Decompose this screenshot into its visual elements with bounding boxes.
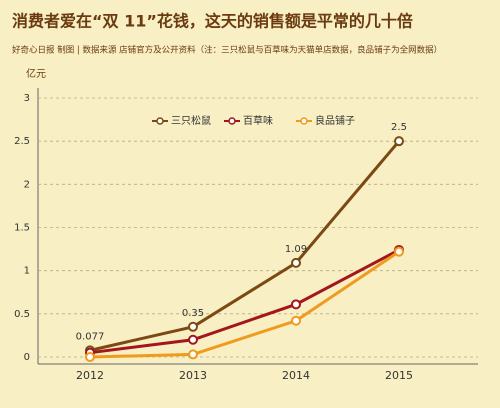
- data-point: [291, 299, 301, 310]
- legend-marker: [228, 117, 236, 125]
- legend-label: 良品铺子: [315, 114, 355, 127]
- series-line: [89, 250, 400, 359]
- x-tick-label: 2013: [179, 369, 207, 382]
- x-tick-label: 2014: [282, 369, 310, 382]
- data-point: [291, 257, 301, 268]
- legend-label: 三只松鼠: [171, 114, 211, 127]
- series-line: [89, 140, 401, 352]
- chart-subtitle: 好奇心日报 制图 | 数据来源 店铺官方及公开资料（注：三只松鼠与百草味为天猫单…: [12, 45, 442, 56]
- x-tick-label: 2012: [76, 369, 104, 382]
- legend-marker: [156, 117, 164, 125]
- data-point: [291, 315, 301, 326]
- data-point: [394, 136, 404, 147]
- series-line: [89, 248, 400, 355]
- data-point: [188, 321, 198, 332]
- data-point: [85, 352, 95, 362]
- legend-marker: [300, 117, 308, 125]
- data-point: [188, 349, 198, 360]
- y-tick-label: 2: [24, 179, 30, 190]
- y-tick-label: 3: [24, 93, 30, 104]
- y-tick-label: 0: [24, 352, 30, 363]
- data-label: 0.35: [182, 308, 204, 319]
- data-label: 2.5: [391, 122, 407, 133]
- y-tick-label: 1.5: [14, 223, 30, 234]
- data-point: [394, 246, 404, 257]
- y-tick-label: 2.5: [14, 136, 30, 147]
- data-point: [188, 334, 198, 345]
- legend-label: 百草味: [243, 115, 273, 127]
- x-tick-label: 2015: [385, 369, 413, 382]
- y-axis-label: 亿元: [26, 67, 46, 80]
- data-label: 1.09: [285, 244, 307, 255]
- y-tick-label: 1: [24, 266, 30, 277]
- chart-title: 消费者爱在“双 11”花钱，这天的销售额是平常的几十倍: [12, 12, 413, 31]
- y-tick-label: 0.5: [14, 309, 30, 320]
- data-label: 0.077: [76, 331, 105, 342]
